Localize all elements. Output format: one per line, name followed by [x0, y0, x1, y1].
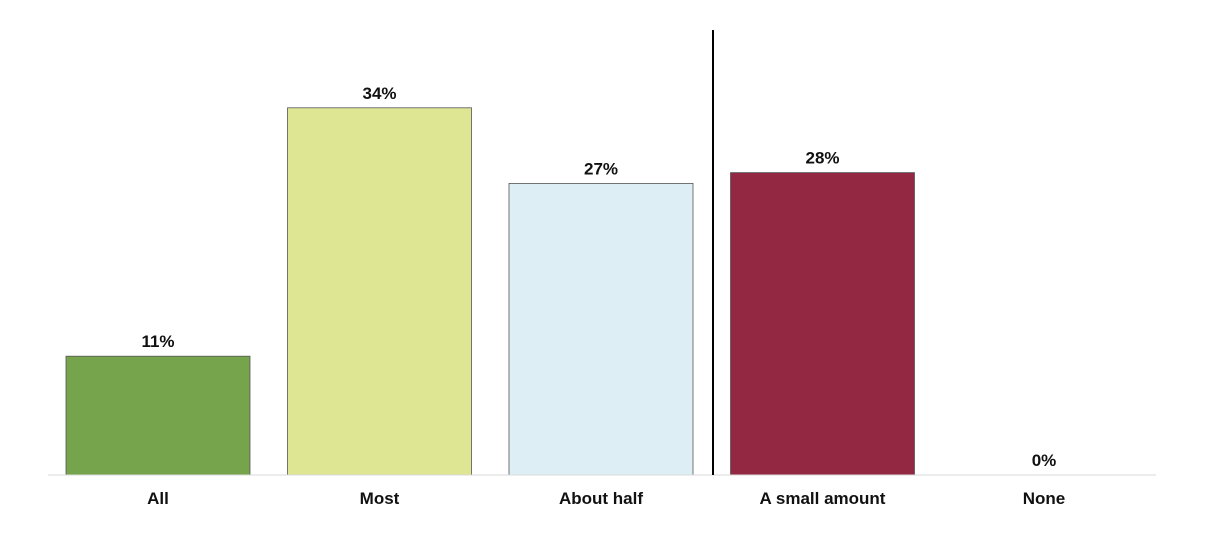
bar-all	[65, 355, 251, 476]
category-label-all: All	[147, 489, 169, 508]
category-label-a-small-amount: A small amount	[760, 489, 886, 508]
category-label-about-half: About half	[559, 489, 643, 508]
bar-most	[287, 107, 472, 476]
value-labels-group: 11% 34% 27% 28% 0%	[141, 84, 1056, 470]
bar-a-small-amount	[730, 172, 915, 476]
value-label-most: 34%	[362, 84, 396, 103]
value-label-a-small-amount: 28%	[805, 149, 839, 168]
category-label-most: Most	[360, 489, 400, 508]
category-label-none: None	[1023, 489, 1066, 508]
category-labels-group: All Most About half A small amount None	[147, 489, 1065, 508]
bar-about-half	[508, 182, 694, 476]
bars-group	[65, 107, 915, 476]
value-label-none: 0%	[1032, 451, 1057, 470]
value-label-all: 11%	[141, 332, 174, 351]
value-label-about-half: 27%	[584, 159, 618, 178]
